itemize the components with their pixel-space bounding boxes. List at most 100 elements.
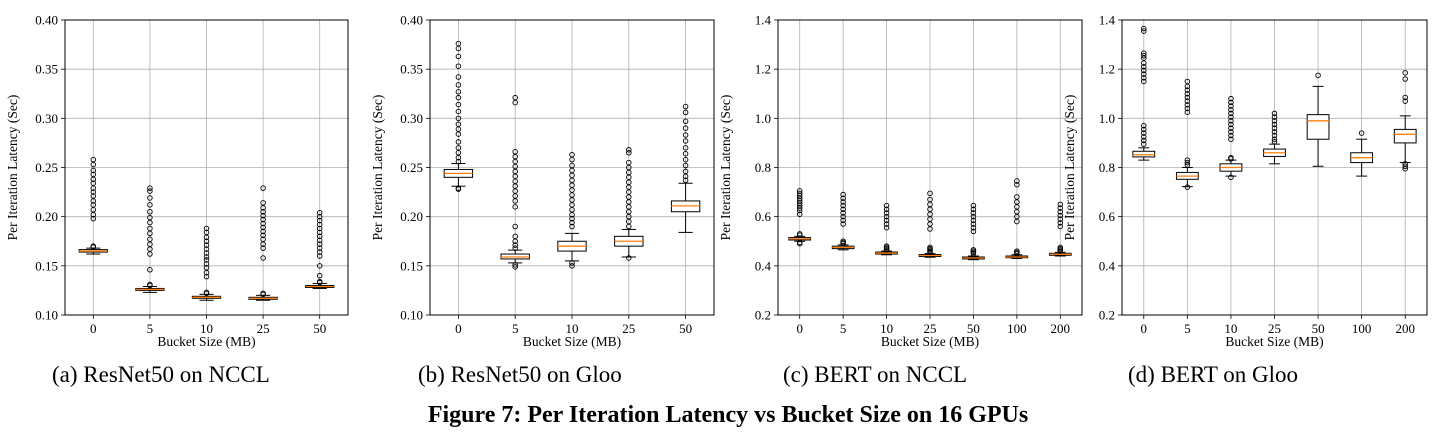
outlier-point xyxy=(682,145,689,151)
x-tick-label: 100 xyxy=(1007,321,1027,336)
outlier-point xyxy=(90,167,97,174)
box-10 xyxy=(191,225,222,301)
outlier-point xyxy=(970,221,977,227)
outlier-point xyxy=(316,233,323,240)
x-axis-label: Bucket Size (MB) xyxy=(157,334,255,349)
box-50 xyxy=(305,209,335,289)
y-axis-label: Per Iteration Latency (Sec) xyxy=(370,95,385,241)
subplot-1: 0.10 0.15 0.20 0.25 0.30 0.35 0.40 0 5 10 25 50 Buck… xyxy=(370,13,715,349)
outlier-point xyxy=(316,245,323,251)
outlier-point xyxy=(1141,134,1147,140)
outlier-point xyxy=(682,156,689,163)
outlier-point xyxy=(1184,90,1191,97)
outlier-point xyxy=(512,99,518,106)
outlier-point xyxy=(260,232,266,239)
outlier-point xyxy=(682,177,689,184)
outlier-point xyxy=(682,109,689,116)
outlier-point xyxy=(970,228,977,235)
y-tick-label: 0.10 xyxy=(400,308,423,323)
outlier-point xyxy=(682,173,689,180)
outlier-point xyxy=(147,185,153,191)
outlier-point xyxy=(682,132,689,138)
y-axis-label: Per Iteration Latency (Sec) xyxy=(718,95,733,241)
outlier-point xyxy=(455,45,462,52)
outlier-point xyxy=(203,234,210,241)
x-tick-label: 10 xyxy=(1224,321,1237,336)
outlier-point xyxy=(1228,121,1234,128)
outlier-point xyxy=(1228,99,1234,106)
x-tick-label: 100 xyxy=(1352,321,1372,336)
y-tick-label: 0.8 xyxy=(755,160,771,175)
outlier-point xyxy=(512,262,518,268)
outlier-point xyxy=(1228,110,1234,117)
outlier-point xyxy=(1228,95,1234,102)
outlier-point xyxy=(1141,141,1147,147)
outlier-point xyxy=(1228,118,1234,124)
outlier-point xyxy=(512,198,518,204)
box-10 xyxy=(557,151,587,269)
outlier-point xyxy=(1184,159,1191,166)
outlier-point xyxy=(682,118,689,125)
box-10 xyxy=(875,202,898,256)
y-tick-label: 0.30 xyxy=(400,111,423,126)
outlier-point xyxy=(1228,125,1234,131)
outlier-point xyxy=(970,224,977,231)
outlier-point xyxy=(840,195,846,201)
outlier-point xyxy=(147,230,153,237)
y-tick-label: 1.4 xyxy=(755,13,772,28)
outlier-point xyxy=(1141,60,1147,66)
subplot-0: 0.10 0.15 0.20 0.25 0.30 0.35 0.40 0 5 10 25 50 Buck… xyxy=(5,13,349,349)
outlier-point xyxy=(1228,129,1234,135)
outlier-point xyxy=(260,212,266,219)
y-tick-label: 0.35 xyxy=(400,62,423,77)
outlier-point xyxy=(1141,75,1147,81)
y-tick-label: 0.8 xyxy=(1099,160,1115,175)
outlier-point xyxy=(455,108,462,115)
outlier-point xyxy=(1228,114,1234,120)
outlier-point xyxy=(1141,126,1147,133)
y-tick-label: 0.25 xyxy=(35,160,58,175)
outlier-point xyxy=(260,208,266,215)
outlier-point xyxy=(260,255,266,261)
outlier-point xyxy=(1184,98,1191,104)
outlier-point xyxy=(512,238,518,244)
outlier-point xyxy=(90,189,97,195)
outlier-point xyxy=(455,82,462,88)
outlier-point xyxy=(1014,181,1020,188)
outlier-point xyxy=(90,211,97,218)
outlier-point xyxy=(1402,163,1408,170)
outlier-point xyxy=(316,237,323,244)
outlier-point xyxy=(626,255,632,261)
outlier-point xyxy=(1228,132,1234,139)
outlier-point xyxy=(796,205,803,211)
outlier-point xyxy=(1141,28,1147,34)
box-0 xyxy=(78,156,108,255)
outlier-point xyxy=(1271,121,1278,128)
outlier-point xyxy=(840,221,846,227)
outlier-point xyxy=(90,215,97,222)
outlier-point xyxy=(260,241,266,247)
outlier-point xyxy=(90,198,97,204)
outlier-point xyxy=(883,206,890,213)
outlier-point xyxy=(203,246,210,252)
outlier-point xyxy=(1141,130,1147,136)
outlier-point xyxy=(1184,105,1191,112)
outlier-point xyxy=(883,213,890,220)
outlier-point xyxy=(1057,220,1064,226)
y-tick-label: 0.2 xyxy=(1099,308,1115,323)
x-tick-label: 0 xyxy=(1141,321,1148,336)
outlier-point xyxy=(1315,72,1321,79)
outlier-point xyxy=(90,161,97,168)
outlier-point xyxy=(1057,216,1064,222)
outlier-point xyxy=(260,185,266,191)
subplot-caption-d: (d) BERT on Gloo xyxy=(1128,362,1299,387)
outlier-point xyxy=(316,272,323,279)
outlier-point xyxy=(1402,98,1408,104)
outlier-point xyxy=(1014,250,1020,257)
outlier-point xyxy=(1057,248,1064,254)
plot-frame xyxy=(429,19,715,316)
y-tick-label: 0.6 xyxy=(755,209,772,224)
outlier-point xyxy=(970,206,977,213)
outlier-point xyxy=(1141,122,1147,129)
